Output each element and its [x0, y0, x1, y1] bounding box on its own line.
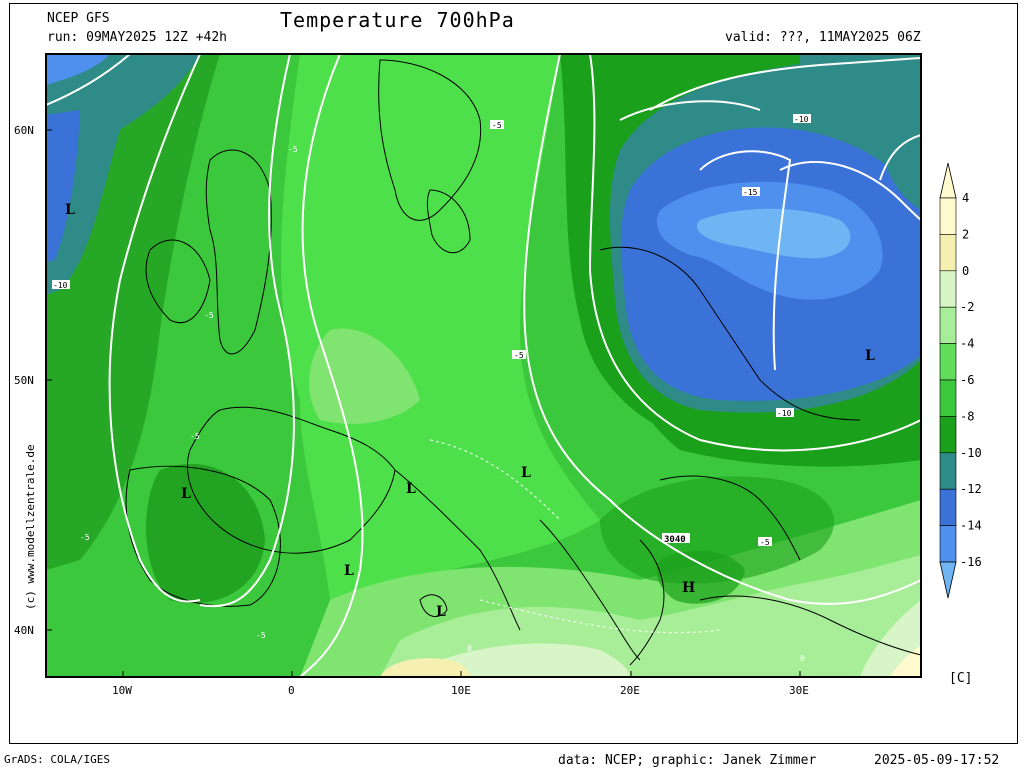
- contour-label: 0: [467, 644, 472, 653]
- low-label: L: [65, 202, 75, 218]
- colorbar-swatch: [939, 197, 957, 235]
- valid-label: valid: ???, 11MAY2025 06Z: [725, 30, 921, 45]
- software-credit: GrADS: COLA/IGES: [4, 753, 110, 766]
- colorbar-swatch: [939, 416, 957, 454]
- contour-label: -15: [743, 188, 758, 197]
- pressure-centers: L L L L L L L H: [65, 202, 875, 620]
- colorbar-swatch: [939, 343, 957, 381]
- high-label: H: [682, 580, 695, 596]
- colorbar-labels: 4 2 0 -2 -4 -6 -8 -10 -12 -14 -16: [960, 191, 982, 569]
- colorbar-top-arrow: [939, 162, 957, 199]
- colorbar-level-label: 2: [962, 227, 969, 241]
- low-label: L: [406, 481, 416, 497]
- model-label: NCEP GFS: [47, 11, 110, 26]
- colorbar-level-label: -6: [960, 373, 974, 387]
- contour-label: -5: [760, 538, 770, 547]
- colorbar-swatch: [939, 379, 957, 417]
- map-title: Temperature 700hPa: [280, 8, 515, 32]
- low-label: L: [865, 348, 875, 364]
- colorbar-level-label: 4: [962, 191, 969, 205]
- colorbar-level-label: -2: [960, 300, 974, 314]
- colorbar-level-label: -16: [960, 555, 982, 569]
- colorbar-swatch: [939, 525, 957, 563]
- colorbar-level-label: -14: [960, 519, 982, 533]
- contour-label: -10: [777, 409, 792, 418]
- low-label: L: [521, 465, 531, 481]
- colorbar-level-label: -12: [960, 482, 982, 496]
- lat-label-40n: 40N: [14, 624, 34, 637]
- timestamp: 2025-05-09-17:52: [874, 753, 1000, 768]
- isotherms: [46, 54, 921, 677]
- run-label: run: 09MAY2025 12Z +42h: [47, 30, 228, 45]
- colorbar-unit: [C]: [949, 671, 973, 686]
- lat-label-60n: 60N: [14, 124, 34, 137]
- lon-label-10e: 10E: [451, 684, 471, 697]
- colorbar-swatches: [939, 197, 957, 563]
- temperature-field: [46, 54, 921, 677]
- lon-label-0: 0: [288, 684, 295, 697]
- colorbar-bottom-arrow: [939, 561, 957, 599]
- contour-label: -5: [80, 533, 90, 542]
- colorbar: 4 2 0 -2 -4 -6 -8 -10 -12 -14 -16: [939, 162, 982, 599]
- coastlines: [125, 59, 921, 666]
- contour-label: 3040: [664, 535, 686, 545]
- data-credit: data: NCEP; graphic: Janek Zimmer: [558, 753, 817, 768]
- lon-label-10w: 10W: [112, 684, 132, 697]
- colorbar-swatch: [939, 234, 957, 272]
- colorbar-swatch: [939, 306, 957, 344]
- watermark: (c) www.modellzentrale.de: [24, 444, 37, 610]
- colorbar-level-label: -4: [960, 337, 974, 351]
- low-label: L: [344, 563, 354, 579]
- contour-label: -10: [794, 115, 809, 124]
- colorbar-swatch: [939, 452, 957, 490]
- contour-label: -5: [514, 351, 524, 360]
- figure-frame: [9, 3, 1018, 744]
- colorbar-swatch: [939, 270, 957, 308]
- contour-label: -10: [53, 281, 68, 290]
- secondary-contours: [429, 439, 721, 634]
- lat-label-50n: 50N: [14, 374, 34, 387]
- axis-ticks: [46, 129, 801, 677]
- lon-label-30e: 30E: [789, 684, 809, 697]
- contour-label: -5: [190, 432, 200, 441]
- colorbar-swatch: [939, 488, 957, 526]
- colorbar-level-label: -10: [960, 446, 982, 460]
- colorbar-level-label: 0: [962, 264, 969, 278]
- lon-label-20e: 20E: [620, 684, 640, 697]
- colorbar-level-label: -8: [960, 409, 974, 423]
- contour-label: 0: [800, 654, 805, 663]
- contour-label: -5: [256, 631, 266, 640]
- low-label: L: [181, 486, 191, 502]
- contour-label: -5: [492, 121, 502, 130]
- low-label: L: [436, 604, 446, 620]
- contour-label: -5: [204, 311, 214, 320]
- map-border: [45, 53, 922, 678]
- contour-labels: -5 -5 -5 -5 -5 -5 -5 -5 -10 -10 -10 -15 …: [52, 114, 811, 663]
- contour-label: -5: [288, 145, 298, 154]
